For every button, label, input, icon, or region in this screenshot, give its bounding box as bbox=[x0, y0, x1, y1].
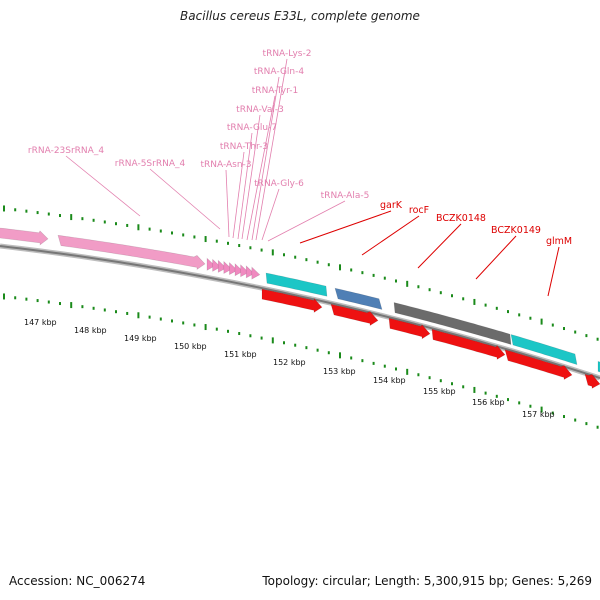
gene-red-1 bbox=[261, 288, 323, 313]
gene-blue bbox=[334, 287, 383, 310]
rna-leader-line bbox=[65, 155, 141, 217]
gene-red-5 bbox=[504, 349, 573, 381]
inner-tick-row bbox=[3, 293, 599, 429]
rrna-5s-block bbox=[57, 234, 206, 270]
rna-label: tRNA-Gln-4 bbox=[254, 67, 304, 77]
rna-leader-line bbox=[225, 169, 230, 238]
gene-leader-line bbox=[299, 210, 392, 244]
rna-leader-line bbox=[237, 132, 253, 240]
scale-label: 149 kbp bbox=[124, 334, 157, 343]
rna-label: tRNA-Lys-2 bbox=[263, 49, 312, 59]
scale-label: 148 kbp bbox=[74, 326, 107, 335]
scale-label: 155 kbp bbox=[423, 387, 456, 396]
scale-label: 154 kbp bbox=[373, 376, 406, 385]
trna-arrow bbox=[251, 266, 261, 280]
rna-label: tRNA-Ala-5 bbox=[321, 191, 370, 201]
trna-arrow bbox=[229, 261, 238, 276]
rrna-23s-block bbox=[0, 227, 49, 246]
rna-leader-line bbox=[261, 188, 280, 241]
gene-red-4 bbox=[431, 328, 506, 360]
rna-labels: tRNA-Lys-2 tRNA-Gln-4 tRNA-Tyr-1 tRNA-Val-3… bbox=[28, 49, 370, 242]
gene-label: BCZK0148 bbox=[436, 213, 486, 224]
rna-leader-line bbox=[241, 114, 261, 240]
gene-leader-line bbox=[547, 246, 560, 297]
trna-arrow bbox=[245, 265, 255, 279]
trna-arrow bbox=[206, 257, 216, 271]
rna-label: tRNA-Glu-7 bbox=[227, 123, 277, 133]
gene-label: BCZK0149 bbox=[491, 225, 541, 236]
gene-leader-line bbox=[475, 235, 517, 280]
map-title: Bacillus cereus E33L, complete genome bbox=[180, 9, 420, 23]
rna-leader-line bbox=[251, 76, 280, 241]
gene-leader-line bbox=[417, 223, 462, 269]
scale-label: 147 kbp bbox=[24, 318, 57, 327]
trna-arrow bbox=[240, 264, 250, 278]
rna-label: tRNA-Gly-6 bbox=[254, 179, 304, 189]
rna-label: tRNA-Tyr-1 bbox=[252, 86, 298, 96]
trna-arrow bbox=[217, 259, 227, 273]
gene-cyan-2 bbox=[510, 334, 578, 366]
scale-label: 153 kbp bbox=[323, 367, 356, 376]
scale-label: 150 kbp bbox=[174, 342, 207, 351]
topology-label: Topology: circular; Length: 5,300,915 bp… bbox=[262, 574, 592, 588]
rna-label: tRNA-Thr-3 bbox=[220, 142, 268, 152]
rna-leader-line bbox=[149, 168, 221, 230]
trna-arrow bbox=[212, 258, 222, 272]
gene-red-2 bbox=[330, 303, 379, 327]
gene-label: garK bbox=[380, 200, 403, 211]
scale-labels: 147 kbp 148 kbp 149 kbp 150 kbp 151 kbp 152 k… bbox=[24, 318, 555, 419]
scale-label: 156 kbp bbox=[472, 398, 505, 407]
scale-label: 157 kbp bbox=[522, 410, 555, 419]
rna-label: tRNA-Asn-3 bbox=[200, 160, 251, 170]
gene-label: glmM bbox=[546, 236, 572, 247]
gene-label: rocF bbox=[409, 205, 429, 216]
rna-leader-line bbox=[232, 151, 245, 239]
trna-arrow bbox=[223, 260, 233, 275]
accession-label: Accession: NC_006274 bbox=[9, 574, 146, 588]
backbone-line bbox=[0, 245, 600, 379]
rna-leader-line bbox=[246, 95, 276, 241]
scale-label: 152 kbp bbox=[273, 358, 306, 367]
scale-label: 151 kbp bbox=[224, 350, 257, 359]
gene-red-6 bbox=[584, 373, 600, 389]
gene-leader-line bbox=[361, 215, 420, 256]
trna-arrow bbox=[234, 263, 244, 277]
rna-leader-line bbox=[255, 58, 288, 241]
rna-label: rRNA-23SrRNA_4 bbox=[28, 146, 104, 156]
rna-leader-line bbox=[267, 200, 346, 242]
gene-cyan-1 bbox=[265, 272, 328, 297]
rna-label: tRNA-Val-3 bbox=[236, 105, 284, 115]
outer-tick-row bbox=[3, 205, 599, 341]
gene-gray bbox=[393, 302, 512, 345]
rna-label: rRNA-5SrRNA_4 bbox=[115, 159, 186, 169]
gene-labels: garK rocF BCZK0148 BCZK0149 glmM bbox=[299, 200, 572, 297]
gene-red-3 bbox=[388, 317, 431, 340]
